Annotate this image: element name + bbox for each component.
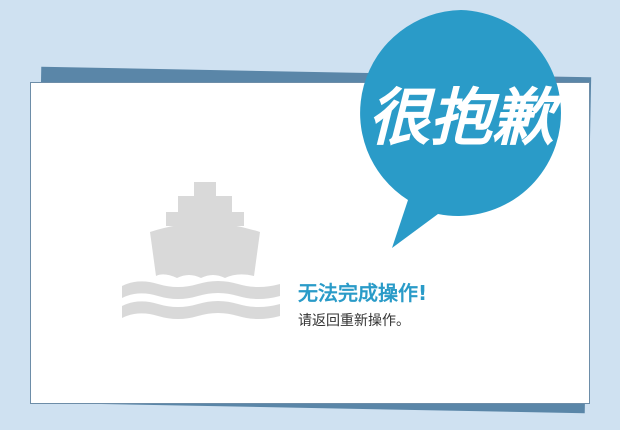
- ship-icon: [122, 182, 280, 319]
- sorry-heading: 很抱歉: [367, 81, 554, 154]
- speech-bubble: [360, 10, 561, 248]
- error-title: 无法完成操作!: [298, 281, 428, 305]
- error-subtitle: 请返回重新操作。: [298, 313, 410, 329]
